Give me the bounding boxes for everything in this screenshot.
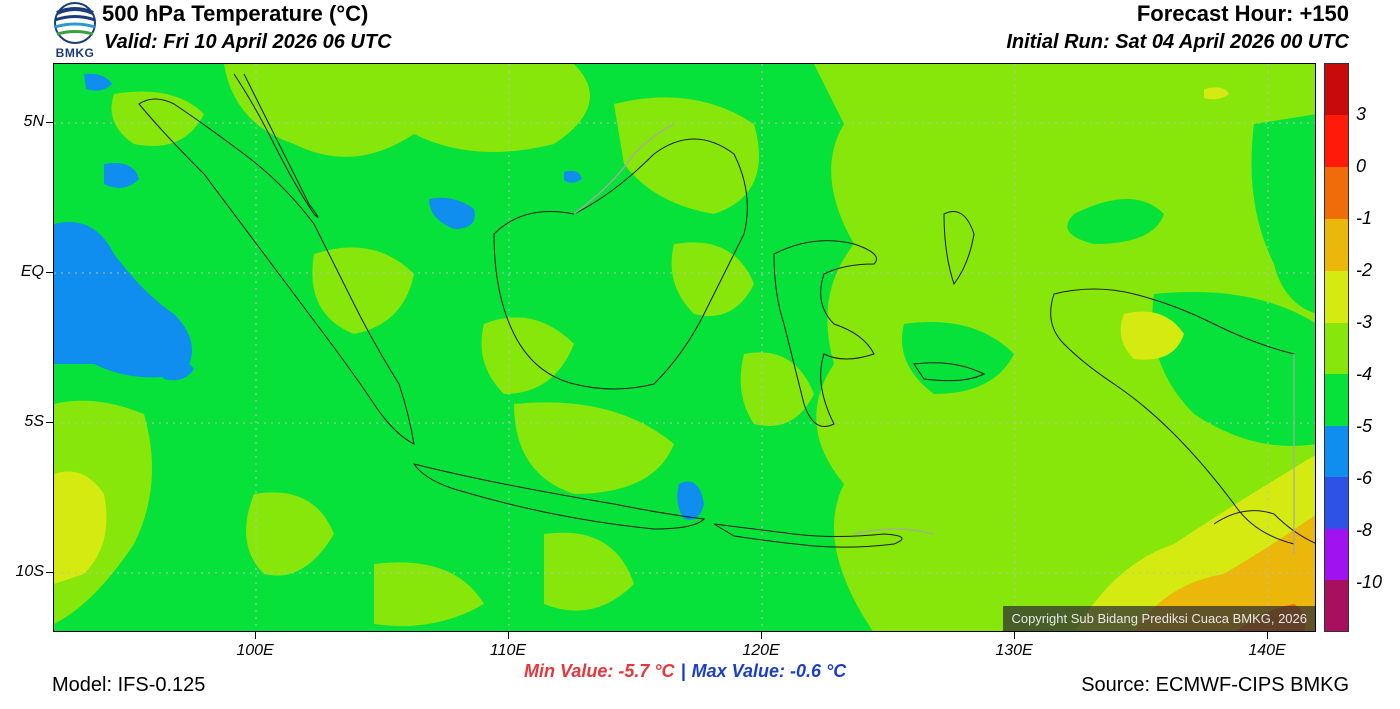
colorbar-label: 3 — [1356, 104, 1367, 124]
field-minus1-southeast — [1135, 515, 1315, 631]
field-minus5-patch — [104, 163, 139, 188]
colorbar-label: 0 — [1356, 156, 1367, 176]
lat-label-10s: 10S — [15, 563, 44, 580]
min-max-values: Min Value: -5.7 °C | Max Value: -0.6 °C — [524, 661, 846, 682]
lat-label-5n: 5N — [23, 113, 44, 130]
field-minus3-north — [224, 64, 590, 157]
lon-tick — [508, 632, 509, 639]
colorbar-label: -3 — [1356, 312, 1373, 332]
malay-peninsula-outline — [233, 73, 319, 218]
colorbar-swatch — [1325, 323, 1348, 374]
lon-tick — [761, 632, 762, 639]
colorbar-swatch — [1325, 115, 1348, 167]
min-max-separator: | — [680, 661, 686, 681]
sulawesi-outline — [773, 240, 877, 427]
field-minus3-patch — [671, 242, 754, 316]
lat-tick — [46, 122, 53, 123]
field-minus5-patch — [429, 197, 475, 229]
colorbar-swatch — [1325, 374, 1348, 426]
field-minus3-patch — [374, 562, 484, 627]
lat-tick — [46, 572, 53, 573]
lon-label-120e: 120E — [742, 642, 780, 659]
initial-run: Initial Run: Sat 04 April 2026 00 UTC — [1006, 31, 1349, 53]
colorbar-swatch — [1325, 219, 1348, 271]
field-minus3-patch — [312, 247, 414, 334]
field-minus3-patch — [614, 97, 759, 214]
copyright-notice: Copyright Sub Bidang Prediksi Cuaca BMKG… — [1003, 606, 1315, 631]
colorbar-label: -6 — [1356, 468, 1373, 488]
lon-label-130e: 130E — [995, 642, 1033, 659]
colorbar-label: -10 — [1356, 572, 1383, 592]
lon-label-100e: 100E — [236, 642, 274, 659]
field-minus3-patch — [246, 492, 334, 576]
min-value: Min Value: -5.7 °C — [524, 661, 675, 681]
bmkg-globe-icon — [54, 2, 96, 44]
lat-label-5s: 5S — [24, 413, 44, 430]
colorbar-label: -1 — [1356, 208, 1373, 228]
colorbar-swatch — [1325, 271, 1348, 323]
seram-outline — [913, 362, 986, 382]
colorbar — [1324, 63, 1349, 632]
colorbar-swatch — [1325, 529, 1348, 580]
field-minus5-west — [54, 222, 192, 378]
field-minus3-patch — [514, 402, 674, 494]
field-minus3-east — [814, 64, 1315, 631]
field-minus4-patch — [1251, 114, 1315, 314]
source-label: Source: ECMWF-CIPS BMKG — [1081, 674, 1349, 696]
colorbar-swatch — [1325, 477, 1348, 529]
field-minus3-patch — [111, 91, 204, 146]
coastlines — [138, 73, 1315, 548]
chart-title: 500 hPa Temperature (°C) — [102, 1, 369, 26]
colorbar-swatch — [1325, 167, 1348, 219]
colorbar-label: -2 — [1356, 260, 1373, 280]
colorbar-swatch — [1325, 64, 1348, 115]
map-gridlines — [54, 64, 1315, 631]
forecast-hour: Forecast Hour: +150 — [1136, 1, 1349, 26]
field-minus4-patch — [1067, 199, 1164, 244]
sumatra-outline — [138, 98, 415, 445]
field-minus5-patch — [564, 170, 582, 183]
lon-label-140e: 140E — [1248, 642, 1286, 659]
lon-tick — [1267, 632, 1268, 639]
field-minus2-patch — [1204, 87, 1229, 100]
map-canvas — [54, 64, 1315, 631]
field-minus5-java — [677, 481, 704, 520]
java-outline — [412, 463, 706, 530]
colorbar-label: -4 — [1356, 364, 1373, 384]
country-borders — [573, 123, 1295, 554]
max-value: Max Value: -0.6 °C — [691, 661, 847, 681]
lesser-sunda-outline — [713, 523, 903, 548]
colorbar-swatch — [1325, 580, 1348, 631]
model-label: Model: IFS-0.125 — [52, 674, 206, 696]
bmkg-logo: BMKG — [50, 1, 100, 60]
field-minus5-patch — [84, 73, 112, 91]
field-minus4-patch — [1152, 292, 1315, 446]
lat-tick — [46, 272, 53, 273]
australia-outline — [1213, 510, 1315, 544]
field-minus2-west — [54, 471, 107, 584]
colorbar-label: -5 — [1356, 416, 1373, 436]
lon-tick — [255, 632, 256, 639]
lat-label-eq: EQ — [20, 263, 44, 280]
field-minus3-patch — [544, 532, 634, 611]
logo-text: BMKG — [55, 46, 95, 60]
lat-tick — [46, 422, 53, 423]
borneo-outline — [493, 138, 748, 390]
colorbar-label: -8 — [1356, 520, 1373, 540]
field-minus5-patch — [154, 360, 194, 381]
lon-label-110e: 110E — [489, 642, 527, 659]
halmahera-outline — [943, 211, 975, 286]
field-minus4-patch — [902, 322, 1014, 394]
temperature-map[interactable]: Copyright Sub Bidang Prediksi Cuaca BMKG… — [53, 63, 1316, 632]
lon-tick — [1014, 632, 1015, 639]
valid-time: Valid: Fri 10 April 2026 06 UTC — [104, 31, 392, 53]
new-guinea-outline — [1050, 288, 1295, 545]
colorbar-swatch — [1325, 426, 1348, 477]
field-minus2-papua — [1120, 311, 1184, 360]
